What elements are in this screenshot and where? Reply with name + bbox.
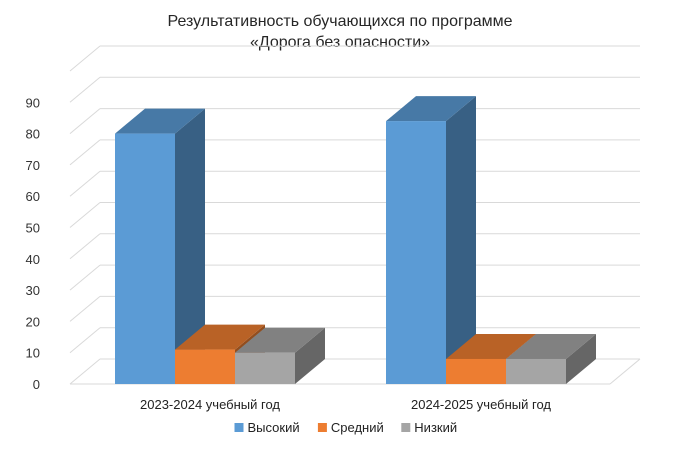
- y-tick-label: 50: [26, 221, 40, 236]
- gridline-side: [69, 170, 101, 197]
- gridline-side: [69, 76, 101, 103]
- gridline-side: [69, 108, 101, 134]
- gridline-side: [69, 139, 101, 166]
- bar: [386, 96, 476, 384]
- bar-front: [506, 358, 566, 384]
- legend-label: Высокий: [248, 420, 300, 435]
- bar-side: [295, 327, 325, 384]
- bar-side: [175, 108, 205, 384]
- bar-front: [386, 121, 446, 384]
- x-category-label: 2023-2024 учебный год: [140, 397, 280, 412]
- legend-label: Низкий: [414, 420, 457, 435]
- bar-front: [115, 133, 175, 384]
- bar-side: [446, 96, 476, 384]
- y-tick-label: 60: [26, 189, 40, 204]
- legend-swatch: [234, 423, 244, 432]
- bar: [115, 108, 205, 384]
- gridline-side: [69, 358, 101, 385]
- bar-top: [115, 108, 205, 134]
- bar-top: [386, 96, 476, 122]
- bar: [235, 327, 325, 384]
- bar-top: [175, 324, 265, 350]
- gridline-side: [69, 327, 101, 354]
- bar-front: [446, 358, 506, 384]
- bar: [506, 333, 596, 384]
- y-tick-label: 0: [33, 377, 40, 392]
- gridline-side: [69, 45, 101, 72]
- bar-front: [235, 352, 295, 384]
- legend-label: Средний: [331, 420, 384, 435]
- legend-swatch: [401, 423, 411, 432]
- legend-swatch: [317, 423, 327, 432]
- bar-top: [235, 327, 325, 353]
- y-tick-label: 20: [26, 314, 40, 329]
- chart-title-line-1: Результативность обучающихся по программ…: [167, 13, 512, 30]
- y-tick-label: 10: [26, 346, 40, 361]
- y-tick-label: 40: [26, 252, 40, 267]
- legend: Высокий Средний Низкий: [234, 420, 457, 435]
- floor-edge: [609, 358, 641, 385]
- gridline-side: [69, 296, 101, 322]
- gridline-side: [69, 202, 101, 228]
- y-tick-label: 70: [26, 158, 40, 173]
- x-category-label: 2024-2025 учебный год: [411, 397, 551, 412]
- bar-side: [566, 333, 596, 384]
- bar-front: [175, 349, 235, 384]
- chart-title-line-2: «Дорога без опасности»: [250, 34, 430, 51]
- gridline-side: [69, 233, 101, 260]
- gridline-side: [69, 264, 101, 291]
- bar-top: [506, 333, 596, 359]
- y-tick-label: 80: [26, 127, 40, 142]
- plot-area: 0 10 20 30 40 50 60 70 80 90 2023-2024 учебный год…: [26, 45, 641, 412]
- y-tick-label: 90: [26, 95, 40, 110]
- y-tick-label: 30: [26, 283, 40, 298]
